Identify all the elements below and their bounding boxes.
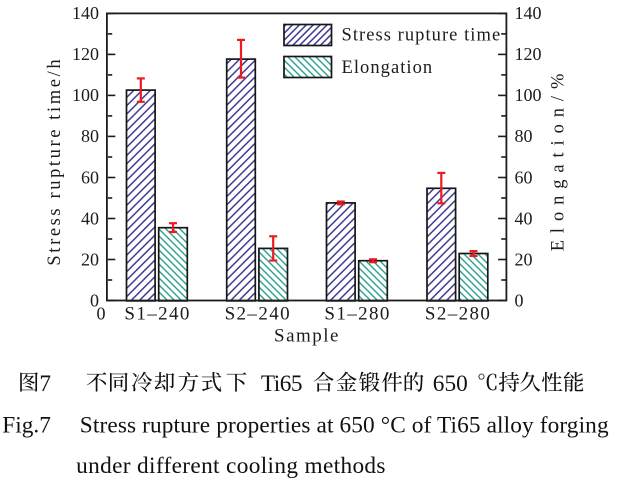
svg-text:S1–240: S1–240 bbox=[124, 304, 190, 325]
svg-text:S2–280: S2–280 bbox=[425, 304, 491, 325]
svg-text:Stress rupture properties at 6: Stress rupture properties at 650 °C of T… bbox=[80, 412, 609, 438]
svg-text:7: 7 bbox=[39, 371, 51, 397]
svg-text:S2–240: S2–240 bbox=[225, 304, 291, 325]
svg-text:80: 80 bbox=[515, 126, 533, 146]
svg-text:0: 0 bbox=[97, 304, 106, 324]
svg-text:0: 0 bbox=[515, 290, 524, 310]
svg-text:Ti65: Ti65 bbox=[261, 371, 302, 397]
svg-text:40: 40 bbox=[81, 208, 99, 228]
svg-text:100: 100 bbox=[515, 85, 542, 105]
svg-text:650: 650 bbox=[433, 371, 468, 397]
svg-text:80: 80 bbox=[81, 126, 99, 146]
svg-text:100: 100 bbox=[72, 85, 99, 105]
svg-text:Elongation/%: Elongation/% bbox=[549, 67, 569, 252]
svg-text:Stress rupture time: Stress rupture time bbox=[342, 26, 502, 46]
svg-text:140: 140 bbox=[72, 3, 99, 23]
svg-text:Stress rupture time/h: Stress rupture time/h bbox=[45, 57, 65, 266]
svg-text:20: 20 bbox=[81, 249, 99, 269]
svg-text:under different cooling method: under different cooling methods bbox=[76, 453, 385, 479]
svg-text:Sample: Sample bbox=[274, 325, 340, 346]
svg-text:S1–280: S1–280 bbox=[324, 304, 390, 325]
svg-text:Elongation: Elongation bbox=[342, 58, 434, 78]
svg-text:40: 40 bbox=[515, 208, 533, 228]
svg-text:120: 120 bbox=[515, 44, 542, 64]
svg-text:60: 60 bbox=[515, 167, 533, 187]
svg-text:140: 140 bbox=[515, 3, 542, 23]
svg-text:20: 20 bbox=[515, 249, 533, 269]
svg-text:0: 0 bbox=[90, 290, 99, 310]
svg-text:60: 60 bbox=[81, 167, 99, 187]
svg-text:120: 120 bbox=[72, 44, 99, 64]
svg-text:Fig.7: Fig.7 bbox=[2, 412, 51, 438]
